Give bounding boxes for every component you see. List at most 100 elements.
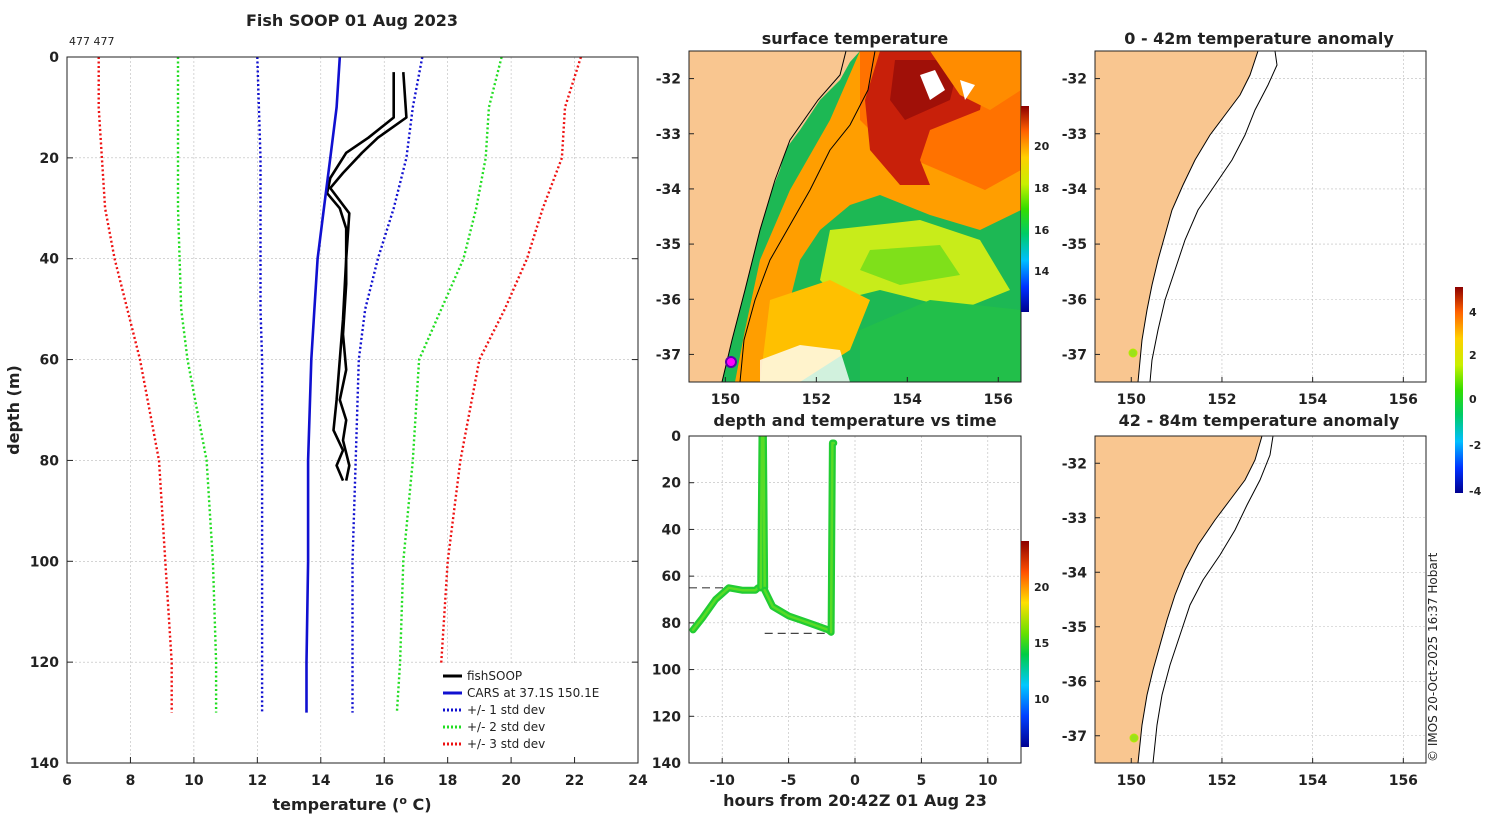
anom2-ticks: 150 152 154 156 -32 -33 -34 -35 -36 -37	[1062, 456, 1418, 789]
anomaly-colorbar-group: 4 2 0 -2 -4	[1455, 287, 1482, 498]
timeseries-title: depth and temperature vs time	[713, 411, 996, 430]
svg-text:16: 16	[1034, 224, 1050, 237]
legend-label: +/- 2 std dev	[467, 720, 545, 734]
profile-legend: fishSOOP CARS at 37.1S 150.1E +/- 1 std …	[438, 665, 616, 756]
profile-xtick-label: 18	[438, 773, 457, 789]
map-ytick-label: -35	[1062, 620, 1087, 636]
profile-xtick-label: 20	[501, 773, 521, 789]
svg-text:20: 20	[1034, 140, 1050, 153]
timeseries-colorbar-ticks: 20 15 10	[1034, 581, 1050, 706]
profile-xtick-label: 24	[628, 773, 648, 789]
ts-ytick-label: 140	[652, 756, 681, 772]
legend-item-fishsoop: fishSOOP	[443, 669, 522, 683]
anom2-title: 42 - 84m temperature anomaly	[1119, 411, 1400, 430]
profile-series-line	[328, 72, 408, 482]
profile-ticks: 6 8 10 12 14 16 18 20 22 24 0 20 40 60 80 100 120 140	[30, 50, 648, 789]
timeseries-series	[689, 436, 838, 636]
profile-series-line	[440, 57, 583, 713]
anom2-map	[1095, 436, 1274, 763]
anom-cbar-tick: 4	[1469, 306, 1477, 319]
svg-text:20: 20	[1034, 581, 1050, 594]
ts-track-highlight	[759, 436, 766, 590]
svg-text:14: 14	[1034, 265, 1050, 278]
svg-text:10: 10	[1034, 693, 1050, 706]
sst-colorbar-ticks: 20 18 16 14	[1034, 140, 1050, 278]
map-xtick-label: 154	[1298, 773, 1327, 789]
sst-panel: surface temperature 150 152 154 156 -32 -33 -3…	[656, 29, 1050, 408]
map-ytick-label: -36	[656, 292, 681, 308]
ts-track-highlight	[829, 441, 836, 634]
map-xtick-label: 154	[893, 392, 922, 408]
map-ytick-label: -37	[656, 347, 681, 363]
profile-xlabel: temperature (o C)	[272, 794, 431, 815]
map-xtick-label: 156	[1389, 773, 1418, 789]
profile-series	[97, 57, 583, 713]
anom-cbar-tick: -2	[1469, 439, 1481, 452]
anom1-ticks: 150 152 154 156 -32 -33 -34 -35 -36 -37	[1062, 72, 1418, 408]
svg-text:18: 18	[1034, 182, 1049, 195]
ts-ytick-label: 40	[662, 522, 682, 538]
ts-xtick-label: 0	[850, 773, 860, 789]
profile-xtick-label: 8	[126, 773, 136, 789]
map-ytick-label: -35	[656, 237, 681, 253]
map-ytick-label: -36	[1062, 292, 1087, 308]
legend-item-3std: +/- 3 std dev	[443, 737, 545, 751]
map-xtick-label: 156	[984, 392, 1013, 408]
profile-series-line	[305, 57, 342, 713]
profile-ylabel: depth (m)	[4, 365, 23, 455]
profile-xtick-label: 12	[248, 773, 267, 789]
profile-series-line	[351, 57, 424, 713]
ts-track	[761, 586, 835, 636]
ts-ytick-label: 20	[662, 476, 682, 492]
profile-series-line	[97, 57, 173, 713]
legend-item-2std: +/- 2 std dev	[443, 720, 545, 734]
map-xtick-label: 150	[711, 392, 740, 408]
profile-series-line	[256, 57, 264, 713]
profile-id-label: 477 477	[69, 35, 115, 48]
sst-map	[689, 51, 1021, 382]
map-ytick-label: -32	[656, 72, 681, 88]
anom-cbar-tick: -4	[1469, 485, 1482, 498]
map-ytick-label: -33	[1062, 511, 1087, 527]
map-ytick-label: -37	[1062, 729, 1087, 745]
map-ytick-label: -34	[656, 182, 682, 198]
profile-frame	[66, 56, 639, 764]
profile-xtick-label: 16	[374, 773, 393, 789]
ts-ytick-label: 100	[652, 663, 681, 679]
ts-xtick-label: 10	[978, 773, 998, 789]
anom-cbar-tick: 0	[1469, 393, 1477, 406]
profile-series-line	[176, 57, 218, 713]
map-ytick-label: -32	[1062, 72, 1087, 88]
legend-label: +/- 1 std dev	[467, 703, 545, 717]
anom1-frame	[1094, 50, 1427, 383]
map-ytick-label: -35	[1062, 237, 1087, 253]
ts-xtick-label: -5	[781, 773, 797, 789]
ts-ytick-label: 60	[662, 569, 682, 585]
anom-cbar-tick: 2	[1469, 349, 1477, 362]
legend-label: +/- 3 std dev	[467, 737, 545, 751]
profile-xtick-label: 14	[311, 773, 331, 789]
sst-location-marker	[725, 356, 737, 368]
ts-xtick-label: -10	[710, 773, 736, 789]
anom2-point	[1129, 733, 1139, 743]
legend-item-1std: +/- 1 std dev	[443, 703, 545, 717]
anomaly-panel-0-42m: 0 - 42m temperature anomaly 150 152 154 156…	[1062, 29, 1427, 408]
sst-title: surface temperature	[762, 29, 949, 48]
timeseries-grid	[689, 435, 1021, 764]
profile-ytick-label: 40	[40, 252, 60, 268]
anom1-map	[1095, 51, 1278, 382]
profile-xtick-label: 10	[184, 773, 204, 789]
map-xtick-label: 154	[1298, 392, 1327, 408]
ts-track	[689, 584, 765, 634]
profile-ytick-label: 0	[49, 50, 59, 66]
profile-xtick-label: 6	[62, 773, 72, 789]
timeseries-panel: depth and temperature vs time -10 -5 0 5 100…	[652, 411, 1050, 810]
ts-ytick-label: 80	[662, 616, 682, 632]
profile-ytick-label: 120	[30, 655, 59, 671]
profile-ytick-label: 20	[40, 151, 60, 167]
map-ytick-label: -33	[656, 127, 681, 143]
timeseries-colorbar	[1021, 541, 1029, 747]
map-xtick-label: 150	[1117, 773, 1146, 789]
map-xtick-label: 150	[1117, 392, 1146, 408]
